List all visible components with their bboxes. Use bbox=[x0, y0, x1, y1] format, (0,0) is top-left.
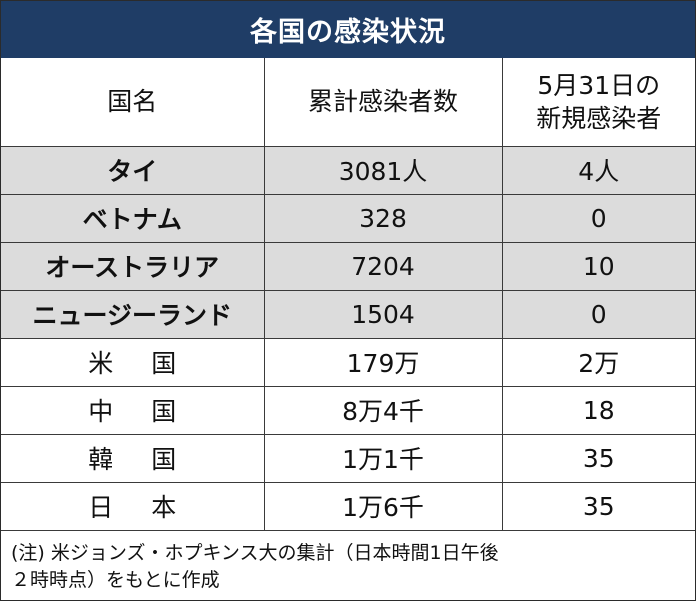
table-row: 中国 8万4千 18 bbox=[1, 385, 695, 435]
header-new-line1: 5月31日の bbox=[537, 70, 661, 100]
table-row: 米国 179万 2万 bbox=[1, 337, 695, 387]
header-new-line2: 新規感染者 bbox=[536, 103, 662, 133]
cumulative-value: 328 bbox=[263, 193, 503, 243]
country-name: オーストラリア bbox=[1, 241, 265, 291]
infection-table: 国名 累計感染者数 5月31日の 新規感染者 タイ 3081人 4人 ベトナム … bbox=[1, 58, 695, 531]
country-name: 中国 bbox=[1, 385, 265, 435]
new-cases-value: 35 bbox=[501, 481, 695, 531]
table-row: タイ 3081人 4人 bbox=[1, 145, 695, 195]
cumulative-value: 1万1千 bbox=[263, 433, 503, 483]
table-row: ニュージーランド 1504 0 bbox=[1, 289, 695, 339]
cumulative-value: 179万 bbox=[263, 337, 503, 387]
cumulative-value: 1504 bbox=[263, 289, 503, 339]
new-cases-value: 0 bbox=[501, 289, 695, 339]
country-name: 米国 bbox=[1, 337, 265, 387]
header-country: 国名 bbox=[1, 58, 265, 147]
new-cases-value: 10 bbox=[501, 241, 695, 291]
cumulative-value: 8万4千 bbox=[263, 385, 503, 435]
new-cases-value: 2万 bbox=[501, 337, 695, 387]
country-name: ニュージーランド bbox=[1, 289, 265, 339]
country-name: 韓国 bbox=[1, 433, 265, 483]
header-cumulative: 累計感染者数 bbox=[263, 58, 503, 147]
new-cases-value: 0 bbox=[501, 193, 695, 243]
header-row: 国名 累計感染者数 5月31日の 新規感染者 bbox=[1, 58, 695, 147]
table-title: 各国の感染状況 bbox=[1, 1, 695, 58]
table-row: 日本 1万6千 35 bbox=[1, 481, 695, 531]
header-new-cases: 5月31日の 新規感染者 bbox=[501, 58, 695, 147]
cumulative-value: 7204 bbox=[263, 241, 503, 291]
table-row: オーストラリア 7204 10 bbox=[1, 241, 695, 291]
note-line1: (注) 米ジョンズ・ホプキンス大の集計（日本時間1日午後 bbox=[11, 542, 499, 564]
new-cases-value: 18 bbox=[501, 385, 695, 435]
country-name: タイ bbox=[1, 145, 265, 195]
new-cases-value: 35 bbox=[501, 433, 695, 483]
table-row: ベトナム 328 0 bbox=[1, 193, 695, 243]
country-name: ベトナム bbox=[1, 193, 265, 243]
note-line2: ２時時点）をもとに作成 bbox=[11, 569, 220, 591]
country-name: 日本 bbox=[1, 481, 265, 531]
table-row: 韓国 1万1千 35 bbox=[1, 433, 695, 483]
cumulative-value: 1万6千 bbox=[263, 481, 503, 531]
cumulative-value: 3081人 bbox=[263, 145, 503, 195]
new-cases-value: 4人 bbox=[501, 145, 695, 195]
source-note: (注) 米ジョンズ・ホプキンス大の集計（日本時間1日午後 ２時時点）をもとに作成 bbox=[11, 540, 691, 594]
